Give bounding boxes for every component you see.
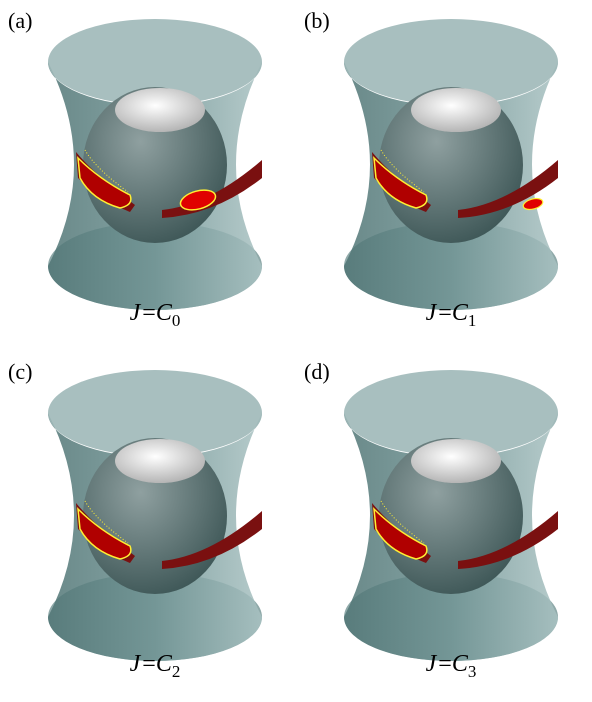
- caption-lhs: J: [130, 651, 142, 677]
- figure: (a)J=C0(b)J=C1(c)J=C2(d)J=C3: [0, 0, 592, 702]
- caption-base: C: [156, 651, 173, 677]
- caption-base: C: [452, 300, 469, 326]
- panel-label: (d): [304, 359, 330, 384]
- panel: (c) J=C2: [8, 359, 262, 681]
- caption-op: =: [438, 300, 452, 326]
- caption-lhs: J: [426, 651, 438, 677]
- caption-sub: 0: [172, 311, 181, 330]
- caption-base: C: [452, 651, 469, 677]
- caption-sub: 3: [468, 662, 477, 681]
- brain: [411, 439, 501, 483]
- caption-op: =: [438, 651, 452, 677]
- caption-sub: 1: [468, 311, 477, 330]
- brain: [411, 88, 501, 132]
- caption-lhs: J: [130, 300, 142, 326]
- brain: [115, 439, 205, 483]
- panel-label: (b): [304, 8, 330, 33]
- panel: (b) J=C1: [304, 8, 558, 330]
- caption-op: =: [142, 651, 156, 677]
- caption-op: =: [142, 300, 156, 326]
- panel: (d) J=C3: [304, 359, 558, 681]
- panel-label: (a): [8, 8, 32, 33]
- caption-base: C: [156, 300, 173, 326]
- panel-label: (c): [8, 359, 32, 384]
- caption-sub: 2: [172, 662, 181, 681]
- caption-lhs: J: [426, 300, 438, 326]
- panel: (a) J=C0: [8, 8, 262, 330]
- brain: [115, 88, 205, 132]
